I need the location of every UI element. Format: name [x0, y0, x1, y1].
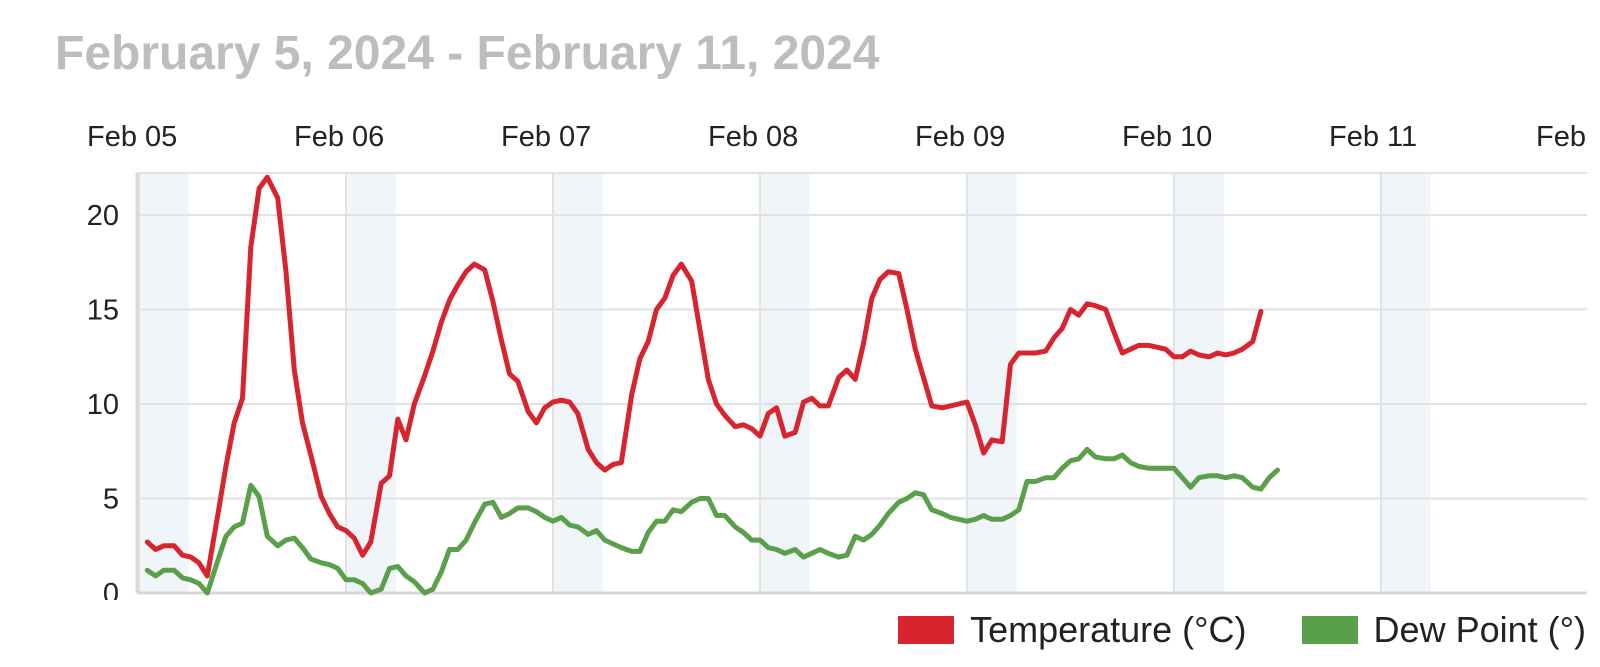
y-tick-label: 20	[87, 200, 119, 232]
series-lines	[144, 174, 1280, 596]
legend-item-dew-point[interactable]: Dew Point (°)	[1301, 609, 1586, 651]
series-line-dew-point	[144, 446, 1280, 596]
night-band	[760, 173, 810, 593]
x-tick-label: Feb 10	[1122, 121, 1212, 153]
legend-swatch-dew-point	[1301, 616, 1358, 644]
series-temperature	[144, 174, 1264, 579]
night-bands	[139, 173, 1431, 593]
axes	[135, 173, 1587, 595]
y-axis-tick-labels: 0 5 10 15 20	[87, 200, 119, 600]
x-axis-tick-labels: Feb 05 Feb 06 Feb 07 Feb 08 Feb 09 Feb 10 Feb …	[87, 121, 1586, 153]
legend-label-temperature: Temperature (°C)	[970, 609, 1247, 650]
night-band	[1174, 173, 1224, 593]
night-band	[553, 173, 603, 593]
x-tick-label: Feb 11	[1329, 121, 1417, 153]
chart-title: February 5, 2024 - February 11, 2024	[55, 27, 880, 80]
legend: Temperature (°C) Dew Point (°)	[898, 604, 1586, 656]
legend-label-dew-point: Dew Point (°)	[1373, 609, 1586, 650]
weather-chart: Feb 05 Feb 06 Feb 07 Feb 08 Feb 09 Feb 10 Feb …	[87, 121, 1587, 600]
night-band	[1381, 173, 1431, 593]
y-tick-label: 10	[87, 389, 119, 421]
grid-lines	[137, 172, 1587, 593]
night-band	[346, 173, 396, 593]
y-tick-label: 5	[103, 484, 119, 516]
series-line-temperature	[144, 174, 1264, 579]
x-tick-label: Feb 07	[501, 121, 591, 153]
series-dew-point	[144, 446, 1280, 596]
night-band	[139, 173, 189, 593]
x-tick-label: Feb 05	[87, 121, 177, 153]
y-tick-label: 15	[87, 295, 119, 327]
legend-swatch-temperature	[898, 616, 955, 644]
x-tick-label: Feb 08	[708, 121, 798, 153]
x-tick-label: Feb 09	[915, 121, 1005, 153]
legend-item-temperature[interactable]: Temperature (°C)	[898, 609, 1247, 651]
x-tick-label: Feb 06	[294, 121, 384, 153]
y-tick-label: 0	[103, 578, 119, 600]
x-tick-label: Feb	[1536, 121, 1586, 153]
